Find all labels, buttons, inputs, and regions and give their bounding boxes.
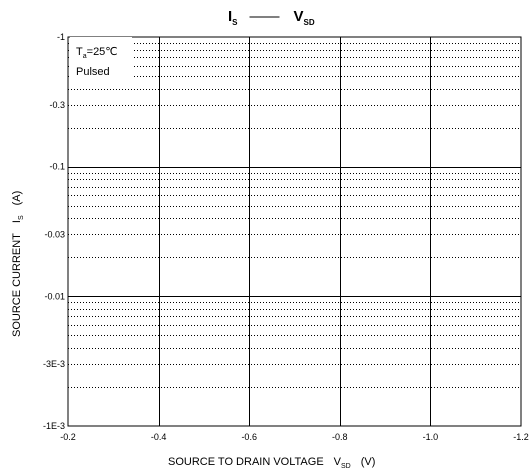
y-axis-label-text: SOURCE CURRENT <box>11 233 23 337</box>
y-tick-label: -1E-3 <box>43 421 65 431</box>
x-axis-label-text: SOURCE TO DRAIN VOLTAGE <box>168 456 324 468</box>
y-axis-label: SOURCE CURRENT IS (A) <box>11 191 25 337</box>
title-dash: —— <box>250 8 280 25</box>
x-tick-label: -1.0 <box>423 432 439 442</box>
x-tick-labels: -0.2 -0.4 -0.6 -0.8 -1.0 -1.2 <box>60 432 529 442</box>
title-right-sub: SD <box>304 18 315 27</box>
x-axis-label-sub: SD <box>341 463 351 470</box>
y-tick-label: -0.03 <box>44 229 65 239</box>
chart-title: IS —— VSD <box>228 8 315 27</box>
y-tick-label: -0.3 <box>49 100 65 110</box>
annotation-temp-rest: =25℃ <box>87 46 118 58</box>
plot-frame <box>67 36 522 427</box>
annotation-box <box>70 37 132 81</box>
y-tick-label: -0.1 <box>49 162 65 172</box>
y-axis-label-symbol: I <box>11 220 23 223</box>
y-tick-labels: -1 -0.3 -0.1 -0.03 -0.01 -3E-3 -1E-3 <box>43 32 65 431</box>
annotation-temp-sub: a <box>83 53 87 60</box>
y-tick-label: -1 <box>57 32 65 42</box>
annotation-temperature: Ta=25℃ <box>76 46 118 60</box>
title-left-sub: S <box>232 18 238 27</box>
x-tick-label: -0.8 <box>332 432 348 442</box>
x-axis-label: SOURCE TO DRAIN VOLTAGE VSD (V) <box>168 456 375 470</box>
x-tick-label: -0.4 <box>151 432 167 442</box>
annotation-temp-main: T <box>76 46 83 58</box>
y-tick-label: -0.01 <box>44 291 65 301</box>
title-left-main: I <box>228 8 232 25</box>
grid-layer <box>68 37 521 426</box>
title-right-main: V <box>294 8 304 25</box>
x-tick-label: -0.2 <box>60 432 76 442</box>
x-axis-label-unit: (V) <box>361 456 376 468</box>
y-axis-label-sub: S <box>18 215 25 220</box>
y-tick-label: -3E-3 <box>43 359 65 369</box>
x-tick-label: -0.6 <box>241 432 257 442</box>
y-axis-label-unit: (A) <box>11 191 23 206</box>
x-axis-label-symbol: V <box>334 456 342 468</box>
annotation-pulsed: Pulsed <box>76 66 110 78</box>
x-tick-label: -1.2 <box>513 432 529 442</box>
